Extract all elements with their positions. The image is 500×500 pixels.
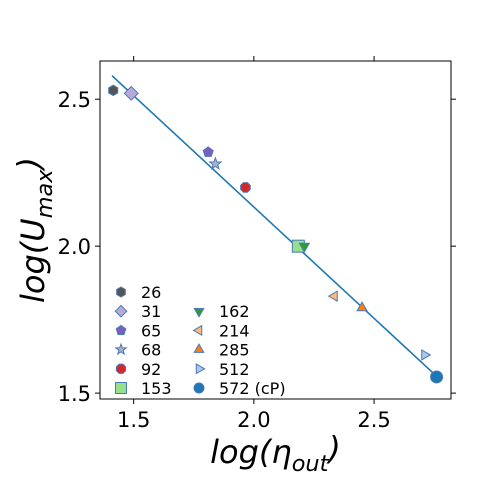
- data-point: [430, 370, 444, 384]
- legend-label: 65: [141, 321, 161, 340]
- x-tick-label: 1.5: [117, 408, 150, 432]
- legend-label: 285: [219, 341, 250, 360]
- y-tick-label: 1.5: [58, 382, 91, 406]
- data-point: [327, 290, 338, 302]
- legend-marker: [193, 343, 205, 353]
- data-point: [421, 349, 432, 361]
- legend-label: 572 (cP): [219, 379, 286, 398]
- y-tick-label: 2.0: [58, 235, 91, 259]
- y-axis-label: log(Umax): [11, 157, 58, 303]
- legend-label: 162: [219, 302, 250, 321]
- data-point: [356, 301, 368, 312]
- legend-marker: [114, 304, 128, 318]
- legend-label: 153: [141, 379, 172, 398]
- legend-marker: [115, 324, 127, 335]
- data-point: [208, 156, 223, 170]
- data-point: [202, 146, 214, 157]
- legend-label: 26: [141, 283, 161, 302]
- legend-marker: [115, 382, 127, 394]
- data-point: [298, 242, 311, 253]
- data-point: [108, 84, 119, 97]
- axis-labels: 1.5 2.0 2.5 1.5 2.0 2.5 log(ηout) log(Umax): [11, 88, 391, 477]
- data-point: [240, 182, 251, 193]
- x-tick-label: 2.5: [357, 408, 390, 432]
- legend-label: 68: [141, 341, 161, 360]
- legend-marker: [116, 286, 126, 298]
- x-tick-label: 2.0: [237, 408, 270, 432]
- legend-marker: [192, 324, 203, 337]
- legend-marker: [193, 382, 205, 394]
- fit-line: [111, 75, 440, 380]
- legend-label: 92: [141, 360, 161, 379]
- y-tick-label: 2.5: [58, 88, 91, 112]
- legend-marker: [195, 363, 206, 375]
- axes-frame: [99, 60, 452, 400]
- legend-marker: [114, 342, 128, 356]
- legend-marker: [193, 307, 205, 318]
- legend-label: 31: [141, 302, 161, 321]
- x-axis-label: log(ηout): [210, 430, 341, 477]
- legend-label: 512: [219, 360, 250, 379]
- plot-area: [95, 56, 456, 404]
- legend-label: 214: [219, 321, 250, 340]
- data-point: [123, 85, 139, 101]
- legend-marker: [115, 363, 127, 374]
